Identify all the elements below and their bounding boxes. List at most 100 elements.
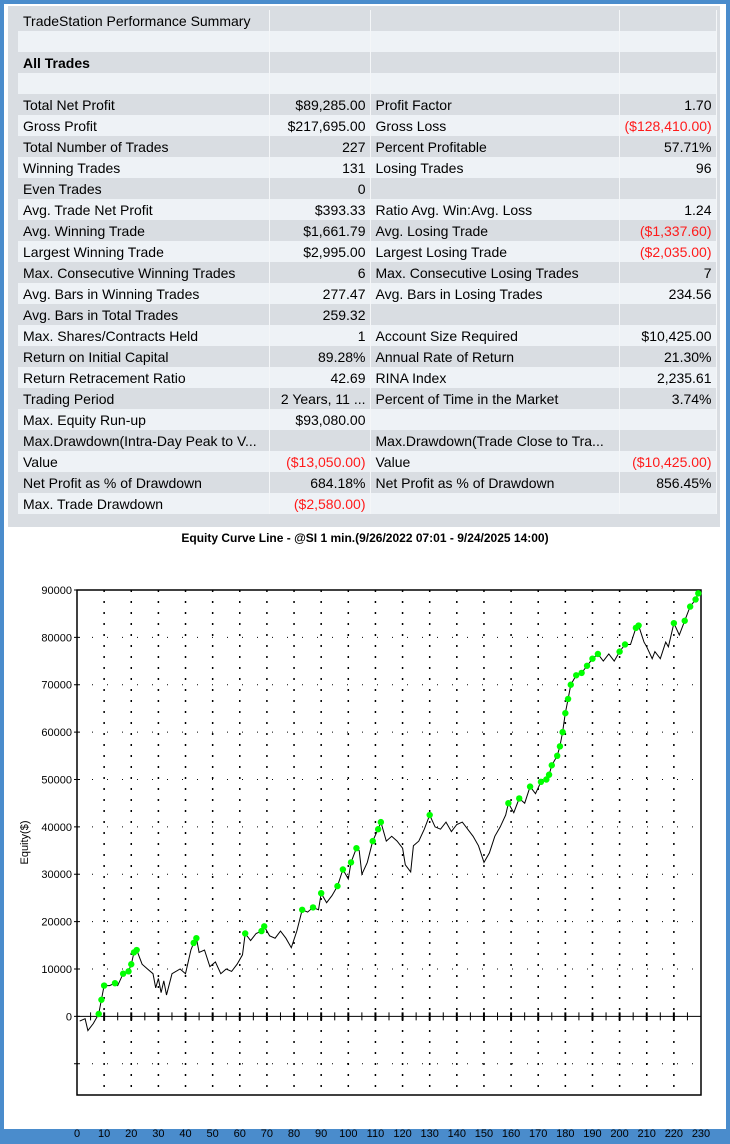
table-row: Max. Consecutive Winning Trades 6 Max. Con… [18,262,717,283]
metric-label: Max. Consecutive Winning Trades [18,262,270,283]
metric-value [619,430,717,451]
y-tick-label: 80000 [41,632,72,644]
table-row: Largest Winning Trade $2,995.00 Largest Lo… [18,241,717,262]
table-row: Net Profit as % of Drawdown 684.18% Net Pr… [18,472,717,493]
metric-label: Max. Shares/Contracts Held [18,325,270,346]
metric-value: ($1,337.60) [619,220,717,241]
table-row: Avg. Winning Trade $1,661.79 Avg. Losing T… [18,220,717,241]
y-tick-label: 50000 [41,774,72,786]
new-high-marker [100,982,108,989]
new-high-marker [505,799,512,807]
table-row: Total Net Profit $89,285.00 Profit Factor 1… [18,94,717,115]
metric-label: Ratio Avg. Win:Avg. Loss [370,199,620,220]
metric-label: Max.Drawdown(Trade Close to Tra... [370,430,620,451]
metric-value: $89,285.00 [269,94,371,115]
new-high-marker [98,996,105,1003]
metric-label: Total Net Profit [18,94,270,115]
metric-value: ($13,050.00) [269,451,371,472]
x-tick-label: 50 [207,1128,219,1140]
metric-value: ($2,580.00) [269,493,371,514]
new-high-marker [616,648,623,655]
new-high-marker [670,619,678,627]
x-tick-label: 130 [421,1128,439,1140]
x-tick-label: 140 [448,1128,466,1140]
new-high-marker [258,927,265,935]
metric-label: Profit Factor [370,94,620,115]
new-high-marker [548,762,555,769]
y-axis-label: Equity($) [19,820,31,864]
metric-value: 57.71% [619,136,717,157]
metric-label: Trading Period [18,388,270,409]
report-title: TradeStation Performance Summary [18,10,270,31]
new-high-marker [119,970,127,977]
table-row: Avg. Bars in Total Trades 259.32 [18,304,717,325]
new-high-marker [635,622,642,629]
metric-value: 96 [619,157,717,178]
new-high-marker [543,776,550,783]
metric-value: 1.24 [619,199,717,220]
metric-value: 42.69 [269,367,371,388]
new-high-marker [369,837,376,845]
metric-label: Avg. Bars in Losing Trades [370,283,620,304]
new-high-marker [309,904,317,911]
table-row: Trading Period 2 Years, 11 ... Percent of … [18,388,717,409]
chart-title: Equity Curve Line - @SI 1 min.(9/26/2022… [181,531,549,545]
metric-label [370,493,620,514]
metric-value: $217,695.00 [269,115,371,136]
metric-label: Return on Initial Capital [18,346,270,367]
table-row: Value ($13,050.00) Value ($10,425.00) [18,451,717,472]
new-high-marker [95,1010,102,1018]
metric-label: Largest Losing Trade [370,241,620,262]
y-tick-label: 90000 [41,585,72,597]
table-row: Avg. Bars in Winning Trades 277.47 Avg. Ba… [18,283,717,304]
metric-value: 234.56 [619,283,717,304]
new-high-marker [589,655,596,662]
new-high-marker [554,752,561,760]
x-tick-label: 10 [98,1128,110,1140]
y-tick-label: 0 [66,1011,72,1023]
new-high-marker [692,596,699,603]
new-high-marker [537,778,545,786]
new-high-marker [347,859,355,866]
metric-value: 227 [269,136,371,157]
table-row: Max. Shares/Contracts Held 1 Account Size … [18,325,717,346]
metric-value: 0 [269,178,371,199]
x-tick-label: 70 [261,1128,273,1140]
metric-value: 277.47 [269,283,371,304]
metric-label: Net Profit as % of Drawdown [370,472,620,493]
new-high-marker [374,826,382,833]
metric-value: 2 Years, 11 ... [269,388,371,409]
metric-value: ($2,035.00) [619,241,717,262]
section-header-row: All Trades [18,52,717,73]
x-tick-label: 200 [610,1128,628,1140]
new-high-marker [573,672,580,679]
metric-label: Losing Trades [370,157,620,178]
x-tick-label: 110 [367,1128,385,1140]
performance-summary-table: TradeStation Performance Summary All Tra… [18,10,717,514]
spacer-row [18,31,717,52]
metric-label: Total Number of Trades [18,136,270,157]
metric-value [619,409,717,430]
new-high-marker [594,650,602,658]
metric-value [269,430,371,451]
metric-value: ($10,425.00) [619,451,717,472]
new-high-marker [681,617,688,624]
equity-curve-line [79,593,699,1032]
table-row: Max. Trade Drawdown ($2,580.00) [18,493,717,514]
new-high-marker [695,590,702,597]
metric-value: 684.18% [269,472,371,493]
metric-value: 6 [269,262,371,283]
new-high-marker [562,709,569,717]
new-high-marker [339,866,347,873]
metric-label: Even Trades [18,178,270,199]
metric-label: Avg. Trade Net Profit [18,199,270,220]
metric-label: Value [18,451,270,472]
x-tick-label: 230 [692,1128,710,1140]
x-tick-label: 0 [74,1128,80,1140]
x-tick-label: 40 [179,1128,191,1140]
new-high-marker [334,882,341,890]
y-tick-label: 70000 [41,680,72,692]
new-high-marker [111,979,119,987]
metric-label: Gross Profit [18,115,270,136]
new-high-marker [317,889,325,897]
